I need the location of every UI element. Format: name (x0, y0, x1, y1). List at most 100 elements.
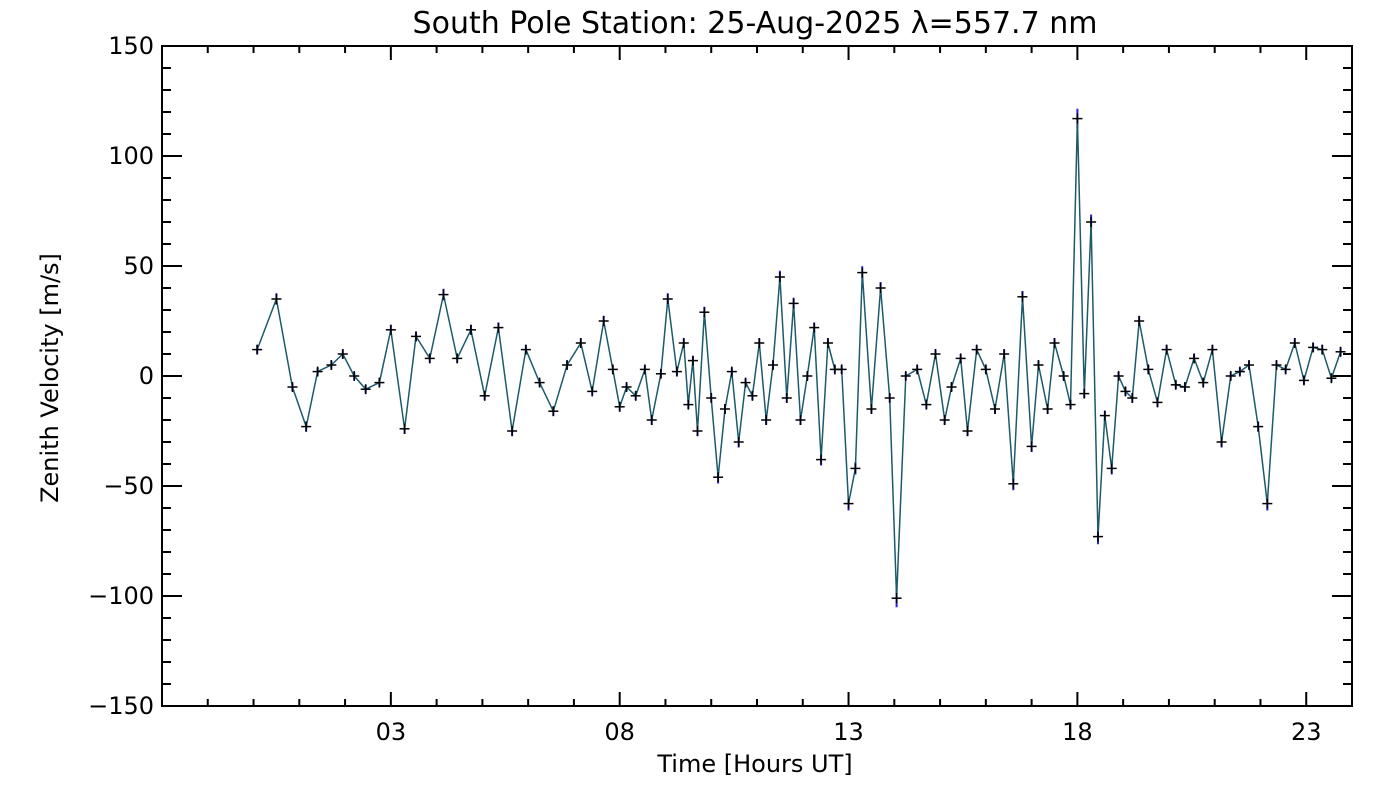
data-point-marker (822, 338, 833, 348)
x-axis-ticks (161, 46, 1353, 706)
data-point-marker (1262, 498, 1273, 509)
data-point-marker (534, 377, 545, 388)
series-line (256, 117, 1342, 599)
data-point-marker (621, 382, 632, 392)
data-point-marker (1042, 404, 1053, 414)
data-point-marker (337, 349, 348, 359)
data-point-marker (646, 415, 657, 425)
data-markers (252, 113, 1346, 604)
data-point-marker (836, 364, 847, 375)
data-point-marker (761, 415, 772, 425)
data-point-marker (1170, 379, 1181, 390)
data-point-marker (1127, 393, 1138, 403)
data-point-marker (1086, 217, 1097, 227)
y-axis-ticks (162, 45, 1352, 707)
data-point-marker (747, 390, 758, 401)
data-point-marker (719, 404, 730, 414)
data-point-marker (875, 283, 886, 293)
data-point-marker (271, 294, 282, 304)
data-point-marker (465, 324, 476, 335)
data-point-marker (962, 426, 973, 436)
data-point-marker (1289, 338, 1300, 348)
data-point-marker (683, 399, 694, 410)
data-point-marker (900, 371, 911, 381)
data-point-marker (1280, 364, 1291, 375)
data-point-marker (252, 344, 263, 355)
data-point-marker (1106, 463, 1117, 474)
y-tick-label: 0 (139, 362, 154, 390)
data-point-marker (312, 366, 323, 377)
data-point-marker (548, 406, 559, 417)
x-tick-label: 23 (1291, 718, 1322, 746)
y-tick-label: −150 (88, 692, 154, 720)
data-point-marker (1207, 344, 1218, 355)
data-point-marker (1026, 441, 1037, 452)
y-tick-label: 50 (123, 252, 154, 280)
data-point-marker (662, 294, 673, 304)
data-point-marker (713, 472, 724, 483)
data-point-marker (843, 498, 854, 509)
data-point-marker (614, 401, 625, 412)
data-point-marker (287, 382, 298, 392)
data-point-marker (399, 423, 410, 434)
y-tick-label: −50 (103, 472, 154, 500)
data-point-marker (1033, 360, 1044, 370)
data-point-marker (866, 404, 877, 414)
data-point-marker (1092, 531, 1103, 542)
data-point-marker (655, 368, 666, 379)
data-point-marker (891, 593, 902, 604)
data-point-marker (1244, 360, 1255, 370)
data-point-marker (774, 272, 785, 282)
data-point-marker (452, 353, 463, 364)
y-tick-label: 100 (108, 142, 154, 170)
data-point-marker (479, 390, 490, 401)
x-axis-tick-labels: 03 08 13 18 23 (376, 718, 1322, 746)
data-point-marker (1120, 386, 1131, 397)
y-axis-label: Zenith Velocity [m/s] (36, 253, 64, 503)
error-bars (256, 108, 1342, 608)
data-point-marker (781, 393, 792, 403)
data-point-marker (768, 360, 779, 370)
x-tick-label: 13 (833, 718, 864, 746)
data-point-marker (639, 364, 650, 375)
data-point-marker (1161, 344, 1172, 355)
data-point-marker (802, 371, 813, 381)
y-axis-tick-labels: −150 −100 −50 0 50 100 150 (88, 32, 154, 720)
data-point-marker (493, 322, 504, 333)
data-point-marker (754, 338, 765, 348)
data-point-marker (1113, 371, 1124, 381)
data-point-marker (687, 355, 698, 366)
data-point-marker (980, 364, 991, 375)
y-tick-label: −100 (88, 582, 154, 610)
data-point-marker (678, 338, 689, 348)
data-point-marker (1072, 113, 1083, 124)
data-point-marker (788, 298, 799, 309)
chart-title: South Pole Station: 25-Aug-2025 λ=557.7 … (413, 6, 1098, 41)
data-point-marker (587, 386, 598, 397)
data-point-marker (1225, 371, 1236, 381)
data-point-marker (971, 344, 982, 355)
data-point-marker (699, 307, 710, 318)
data-point-marker (912, 364, 923, 375)
data-point-marker (1216, 437, 1227, 447)
data-point-marker (630, 390, 641, 401)
data-point-marker (1326, 373, 1337, 384)
data-point-marker (921, 399, 932, 410)
x-axis-label: Time [Hours UT] (656, 750, 852, 778)
data-point-marker (374, 377, 385, 388)
data-point-marker (816, 454, 827, 465)
data-point-marker (946, 382, 957, 392)
data-point-marker (349, 371, 360, 381)
data-point-marker (930, 349, 941, 359)
data-point-marker (1189, 353, 1200, 364)
data-point-marker (1179, 382, 1190, 392)
data-point-marker (1134, 316, 1145, 326)
data-point-marker (607, 364, 618, 375)
y-tick-label: 150 (108, 32, 154, 60)
data-point-marker (301, 421, 312, 432)
data-point-marker (1058, 371, 1069, 381)
data-point-marker (726, 366, 737, 377)
data-point-marker (795, 415, 806, 425)
data-point-marker (1198, 377, 1209, 388)
data-point-marker (438, 289, 449, 300)
